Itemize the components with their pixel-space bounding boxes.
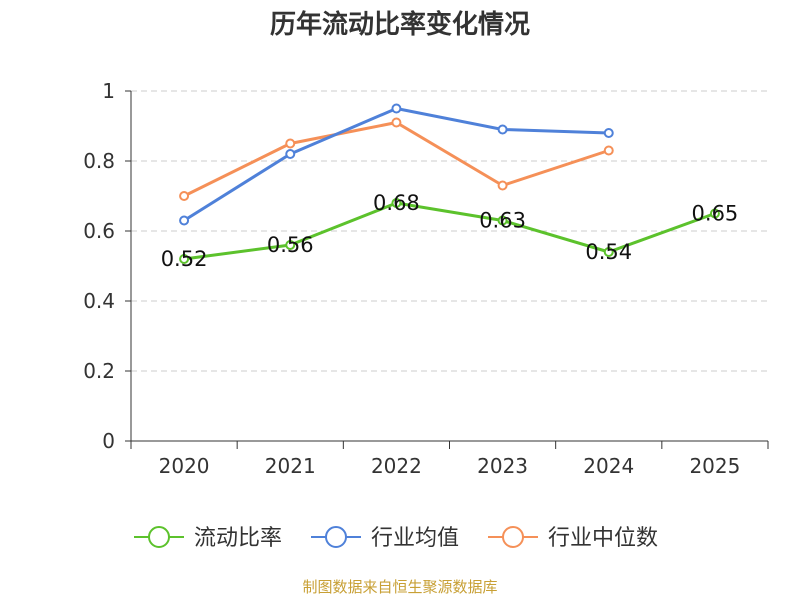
grid-lines <box>131 90 768 372</box>
data-point <box>391 198 402 208</box>
data-point <box>285 138 296 149</box>
data-point <box>603 145 614 156</box>
data-label: 0.56 <box>267 233 314 257</box>
x-tick-label: 2023 <box>477 454 528 478</box>
x-tick-label: 2025 <box>689 454 740 478</box>
legend-marker <box>148 526 170 548</box>
y-tick-label: 1 <box>102 79 115 103</box>
axes: 0 0.2 0.4 0.6 0.8 1 2020 2021 2022 2023 2024 2025 <box>83 79 769 478</box>
legend[interactable]: 流动比率 行业均值 行业中位数 <box>134 526 658 551</box>
chart-title: 历年流动比率变化情况 <box>269 10 530 40</box>
data-point <box>285 149 296 159</box>
x-tick-label: 2021 <box>265 454 316 478</box>
data-label: 0.52 <box>161 247 208 271</box>
data-point <box>391 117 402 128</box>
data-point <box>497 215 508 226</box>
y-tick-label: 0.2 <box>83 359 115 383</box>
data-point <box>497 124 508 135</box>
x-tick-label: 2022 <box>371 454 422 478</box>
legend-label: 行业均值 <box>371 526 459 551</box>
y-tick-label: 0.8 <box>83 149 115 173</box>
legend-item-2[interactable]: 行业中位数 <box>488 526 658 551</box>
legend-item-0[interactable]: 流动比率 <box>134 526 282 551</box>
data-point <box>285 240 296 250</box>
series-layer <box>179 103 720 264</box>
data-point <box>179 215 190 226</box>
data-point <box>179 191 190 201</box>
y-tick-label: 0 <box>102 429 115 453</box>
data-labels: 0.52 0.56 0.68 0.63 0.54 0.65 <box>161 191 739 271</box>
legend-marker <box>502 526 524 548</box>
data-label: 0.54 <box>585 240 632 264</box>
x-tick-label: 2020 <box>159 454 210 478</box>
data-label: 0.65 <box>692 202 739 226</box>
y-tick-label: 0.4 <box>83 289 115 313</box>
data-point <box>391 103 402 114</box>
y-tick-label: 0.6 <box>83 219 115 243</box>
source-footer: 制图数据来自恒生聚源数据库 <box>302 578 498 596</box>
x-tick-label: 2024 <box>583 454 634 478</box>
data-point <box>179 254 190 264</box>
data-point <box>603 247 614 257</box>
data-label: 0.63 <box>479 209 526 233</box>
data-point <box>497 180 508 191</box>
data-label: 0.68 <box>373 191 420 215</box>
data-point <box>709 208 720 219</box>
data-point <box>603 128 614 138</box>
legend-label: 行业中位数 <box>548 526 658 551</box>
legend-item-1[interactable]: 行业均值 <box>311 526 459 551</box>
series-line-2 <box>183 121 610 198</box>
legend-label: 流动比率 <box>194 526 282 551</box>
legend-marker <box>325 526 347 548</box>
series-line-0 <box>183 201 716 261</box>
